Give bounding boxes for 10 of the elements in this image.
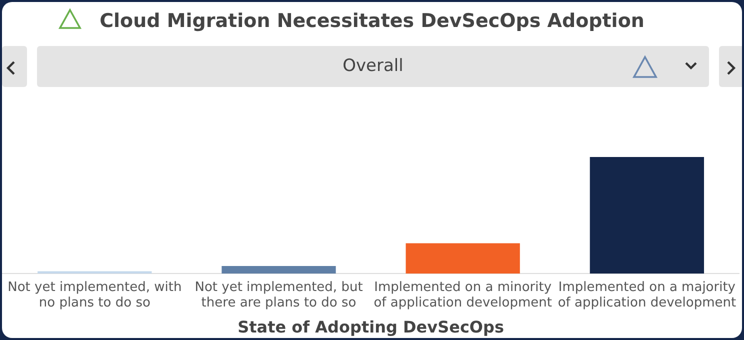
x-tick-label: Not yet implemented, with no plans to do so bbox=[8, 280, 182, 310]
x-tick-label: Implemented on a majority of application development bbox=[558, 280, 736, 310]
x-tick-label: Implemented on a minority of application development bbox=[374, 280, 552, 310]
x-tick-label: Not yet implemented, but there are plans to do so bbox=[194, 280, 363, 310]
chart-title: Cloud Migration Necessitates DevSecOps Adoption bbox=[98, 10, 646, 32]
bar bbox=[222, 266, 336, 274]
bar bbox=[406, 243, 520, 274]
bar bbox=[590, 157, 704, 274]
x-axis-title: State of Adopting DevSecOps bbox=[238, 318, 504, 337]
chart-subtitle: Overall bbox=[37, 46, 709, 87]
